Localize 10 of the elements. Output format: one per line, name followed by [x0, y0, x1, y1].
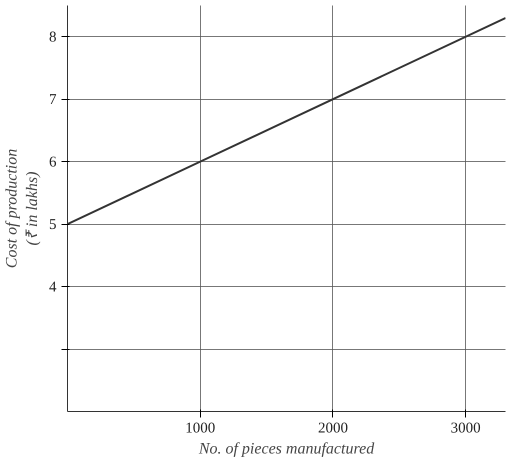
y-tick-label: 5 [49, 217, 56, 234]
y-tick-label: 4 [49, 280, 57, 296]
x-tick-label: 2000 [318, 420, 348, 436]
y-tick-label: 7 [49, 92, 57, 108]
x-tick-label: 3000 [450, 420, 481, 436]
y-axis-title: Cost of production (₹ in lakhs) [4, 148, 41, 268]
x-axis-title: No. of pieces manufactured [198, 440, 376, 458]
x-tick-label: 1000 [185, 420, 216, 436]
y-tick-label: 8 [49, 30, 56, 46]
y-tick-label: 6 [49, 154, 57, 171]
